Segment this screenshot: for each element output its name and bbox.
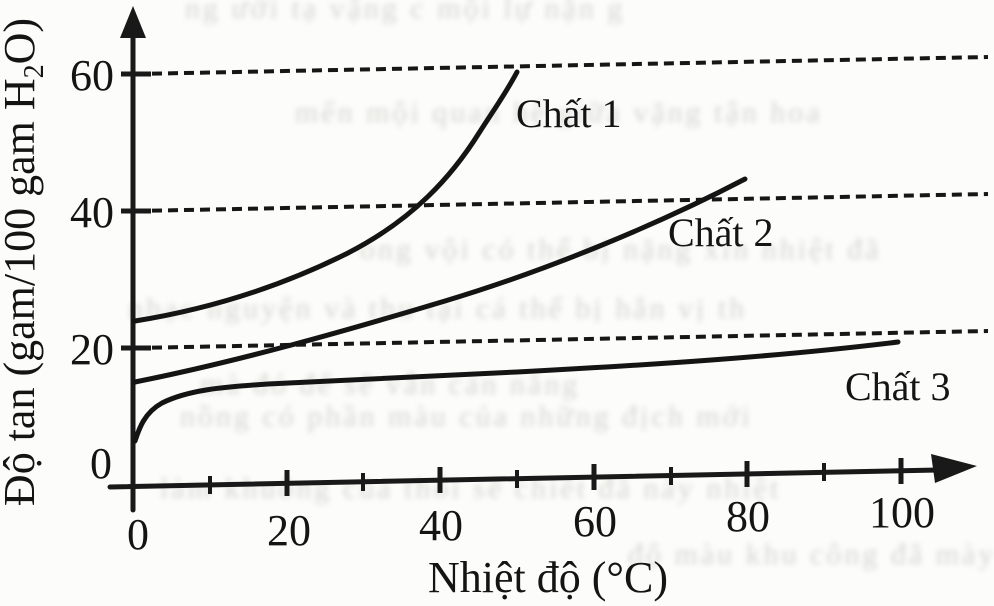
x-tick-label-20: 20 [267,506,311,555]
x-axis-arrow-icon [931,454,977,483]
curve-chat-3 [132,339,901,444]
x-axis-ticks [208,458,904,496]
y-axis-title-post: O) [0,18,44,64]
curve-label-chat-1: Chất 1 [516,91,622,136]
y-axis-title-sub: 2 [19,64,50,78]
x-tick-label-60: 60 [573,497,617,546]
y-axis-title-pre: Độ tan (gam/100 gam H [0,78,44,506]
y-axis-ticks [121,71,151,351]
y-tick-label-0: 0 [90,439,112,488]
x-axis-title: Nhiệt độ (°C) [428,553,668,602]
x-tick-label-0: 0 [127,510,149,559]
x-tick-label-40: 40 [419,501,463,550]
gridline-60 [135,55,989,76]
y-tick-label-20: 20 [70,325,114,374]
curve-chat-1 [132,69,520,324]
curve-chat-2 [132,176,748,385]
gridline-20 [135,329,989,350]
x-tick-label-80: 80 [726,492,770,541]
y-tick-label-60: 60 [70,51,114,100]
y-tick-label-40: 40 [70,188,114,237]
y-axis-arrow-icon [120,6,146,38]
curve-label-chat-3: Chất 3 [845,364,951,409]
x-axis [107,467,941,490]
y-axis-title: Độ tan (gam/100 gam H2O) [0,18,50,506]
curve-label-chat-2: Chất 2 [668,210,774,255]
gridline-40 [135,192,989,213]
x-tick-label-100: 100 [869,488,935,537]
